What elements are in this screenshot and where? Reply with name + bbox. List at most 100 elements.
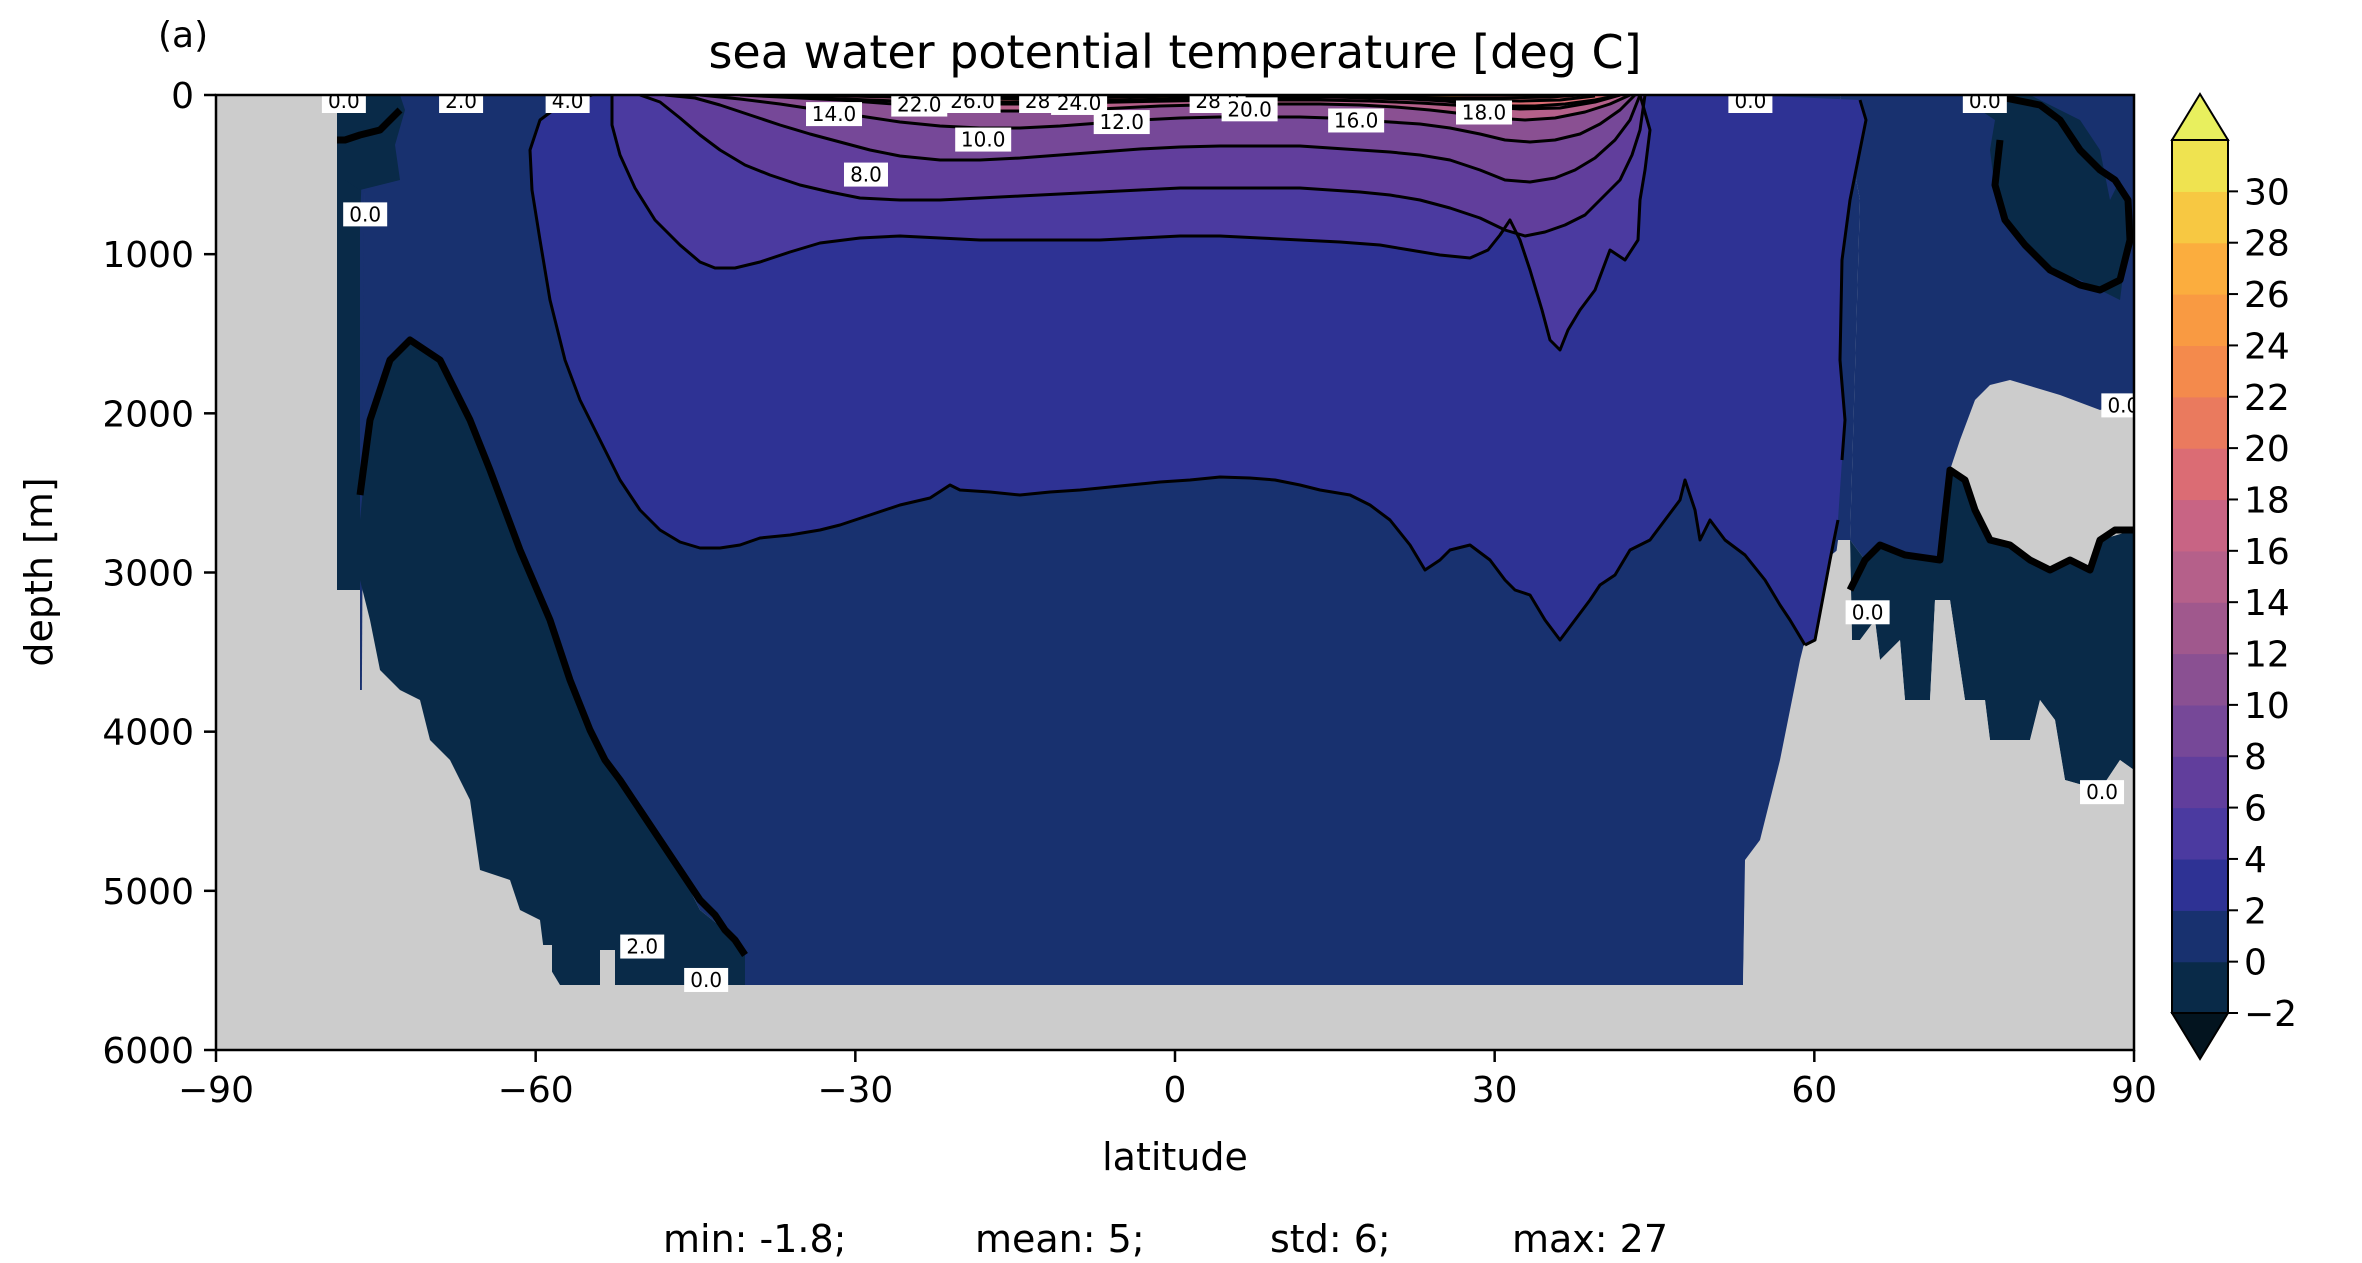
contour-label-bg <box>843 162 888 187</box>
colorbar-tick-label: 16 <box>2244 532 2290 573</box>
region-minus2to0-south <box>337 95 745 1050</box>
y-tick-label: 0 <box>171 76 194 117</box>
stat-max: max: 27 <box>1512 1217 1668 1261</box>
contour-label-bg <box>1728 95 1773 113</box>
y-tick-label: 1000 <box>102 235 194 276</box>
contour-6 <box>639 95 1647 238</box>
colorbar-tick-label: 22 <box>2244 378 2290 419</box>
colorbar-tick-label: 24 <box>2244 326 2290 367</box>
thick-zero-contours <box>337 95 2134 957</box>
contour-label: 10.0 <box>961 128 1006 152</box>
contour-bottom-2 <box>1804 519 1840 647</box>
colorbar-tick-label: 12 <box>2244 635 2290 676</box>
colorbar-segment <box>2172 140 2228 192</box>
colorbar-extend-over <box>2170 92 2230 141</box>
x-tick-label: 0 <box>1164 1070 1187 1111</box>
contour-label-bg <box>1221 97 1278 122</box>
contour-2 <box>528 95 1807 646</box>
plot-area: 0.0 2.0 4.014.0 22.0 26.0 28.024.010.08.012.0… <box>216 89 2139 1050</box>
colorbar-segment <box>2172 961 2228 1014</box>
contour-label: 0.0 <box>1852 600 1884 624</box>
contour-label: 0.0 <box>349 202 381 226</box>
contour-0-north-deep <box>1846 466 2134 592</box>
colorbar-segment <box>2172 858 2228 911</box>
y-tick-label: 2000 <box>102 394 194 435</box>
stat-mean: mean: 5; <box>975 1217 1145 1261</box>
colorbar-segment <box>2172 396 2228 449</box>
contour-4 <box>610 95 1652 352</box>
y-tick-label: 5000 <box>102 872 194 913</box>
x-tick-label: 90 <box>2111 1070 2157 1111</box>
contour-label: 0.0 <box>328 89 360 113</box>
stat-std: std: 6; <box>1270 1217 1391 1261</box>
colorbar-tick-label: 6 <box>2244 789 2267 830</box>
colorbar-segment <box>2172 807 2228 860</box>
colorbar-segment <box>2172 191 2228 244</box>
colorbar-tick-label: 26 <box>2244 275 2290 316</box>
colorbar-segment <box>2172 756 2228 809</box>
colorbar-tick-label: 0 <box>2244 943 2267 984</box>
colorbar-extend-under <box>2170 1012 2230 1061</box>
x-axis-label: latitude <box>1102 1135 1248 1179</box>
colorbar-segment <box>2172 653 2228 706</box>
contour-label-bg <box>1328 108 1385 133</box>
contour-label-bg <box>1456 100 1513 125</box>
x-tick-label: 60 <box>1791 1070 1837 1111</box>
contour-label-bg <box>1962 95 2007 113</box>
contour-label-bg <box>1845 600 1890 625</box>
contour-label: 26.0 <box>950 89 995 113</box>
colorbar-segment <box>2172 704 2228 757</box>
contour-label: 24.0 <box>1057 91 1102 115</box>
contour-0-antarctic-bottom <box>356 336 748 957</box>
contour-label-layer: 0.0 2.0 4.014.0 22.0 26.0 28.024.010.08.012.0… <box>321 89 2139 992</box>
contour-label-bg <box>684 967 729 992</box>
contour-label: 14.0 <box>812 102 857 126</box>
colorbar-tick-label: 10 <box>2244 686 2290 727</box>
x-tick-label: −90 <box>178 1070 254 1111</box>
contour-label: 12.0 <box>1099 110 1144 134</box>
colorbar-tick-label: 2 <box>2244 891 2267 932</box>
contour-label: 0.0 <box>1734 89 1766 113</box>
contour-label-bg <box>620 934 665 959</box>
contour-label: 4.0 <box>552 89 584 113</box>
region-minus2to0-north-deep <box>1850 470 2134 790</box>
colorbar-segment <box>2172 499 2228 552</box>
antarctic-continent <box>216 95 337 1050</box>
colorbar-tick-label: 14 <box>2244 583 2290 624</box>
contour-label-bg <box>1093 110 1150 135</box>
colorbar-segment <box>2172 602 2228 655</box>
colorbar-tick-label: 8 <box>2244 737 2267 778</box>
x-tick-label: −60 <box>498 1070 574 1111</box>
contour-0-south-shelf <box>337 107 403 144</box>
contour-label: 22.0 <box>897 93 942 117</box>
northern-seafloor <box>1743 540 2134 1050</box>
stats-line: min: -1.8; mean: 5; std: 6; max: 27 <box>663 1217 1668 1261</box>
contour-label-bg <box>321 95 366 113</box>
y-tick-label: 6000 <box>102 1031 194 1072</box>
contour-label: 16.0 <box>1334 108 1379 132</box>
contour-label-bg <box>2080 780 2125 805</box>
southern-seafloor <box>337 590 745 1050</box>
stat-min: min: -1.8; <box>663 1217 847 1261</box>
contour-label: 2.0 <box>445 89 477 113</box>
contour-label-bg <box>439 95 484 113</box>
colorbar-tick-label: 28 <box>2244 224 2290 265</box>
x-tick-label: −30 <box>817 1070 893 1111</box>
contour-label: 0.0 <box>2107 393 2139 417</box>
contour-label-bg <box>2101 393 2134 418</box>
contour-label-bg <box>545 95 590 113</box>
colorbar-tick-label: −2 <box>2244 994 2297 1035</box>
contour-label-bg <box>806 102 863 127</box>
contour-label-bg <box>1051 95 1108 115</box>
contour-8 <box>664 95 1642 184</box>
contour-label-bg <box>944 95 1001 113</box>
y-axis-label: depth [m] <box>17 477 61 666</box>
colorbar-segment <box>2172 345 2228 398</box>
land-mask <box>216 95 2134 1050</box>
colorbar-tick-label: 30 <box>2244 172 2290 213</box>
y-tick-label: 4000 <box>102 713 194 754</box>
y-axis: 0 1000 2000 3000 4000 5000 6000 <box>102 76 216 1072</box>
contour-label: 0.0 <box>690 968 722 992</box>
